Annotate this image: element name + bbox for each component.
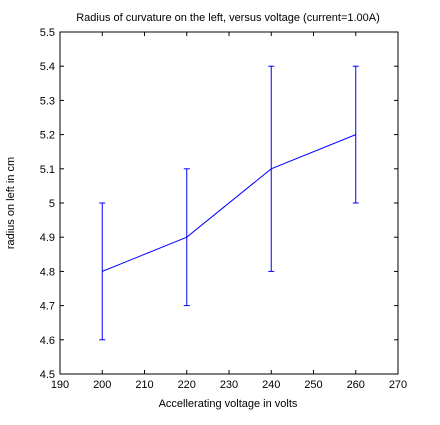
y-tick-label: 4.8 <box>40 266 55 278</box>
series-line <box>102 134 356 272</box>
y-tick-label: 5.1 <box>40 164 55 176</box>
x-tick-label: 190 <box>51 379 69 391</box>
x-tick-label: 240 <box>262 379 280 391</box>
x-tick-label: 200 <box>93 379 111 391</box>
y-tick-label: 5.5 <box>40 27 55 39</box>
y-tick-label: 4.5 <box>40 369 55 381</box>
x-tick-label: 220 <box>178 379 196 391</box>
y-tick-label: 4.9 <box>40 232 55 244</box>
y-tick-label: 5.3 <box>40 95 55 107</box>
y-tick-label: 5.2 <box>40 130 55 142</box>
y-axis-label: radius on left in cm <box>5 157 17 249</box>
y-tick-label: 4.6 <box>40 335 55 347</box>
y-tick-label: 4.7 <box>40 301 55 313</box>
y-tick-label: 5.4 <box>40 61 55 73</box>
x-tick-label: 210 <box>135 379 153 391</box>
chart-title: Radius of curvature on the left, versus … <box>76 12 380 24</box>
x-axis-label: Accellerating voltage in volts <box>159 398 298 410</box>
y-tick-label: 5 <box>49 198 55 210</box>
x-tick-label: 230 <box>220 379 238 391</box>
x-tick-label: 260 <box>347 379 365 391</box>
x-tick-label: 250 <box>304 379 322 391</box>
x-tick-label: 270 <box>389 379 407 391</box>
